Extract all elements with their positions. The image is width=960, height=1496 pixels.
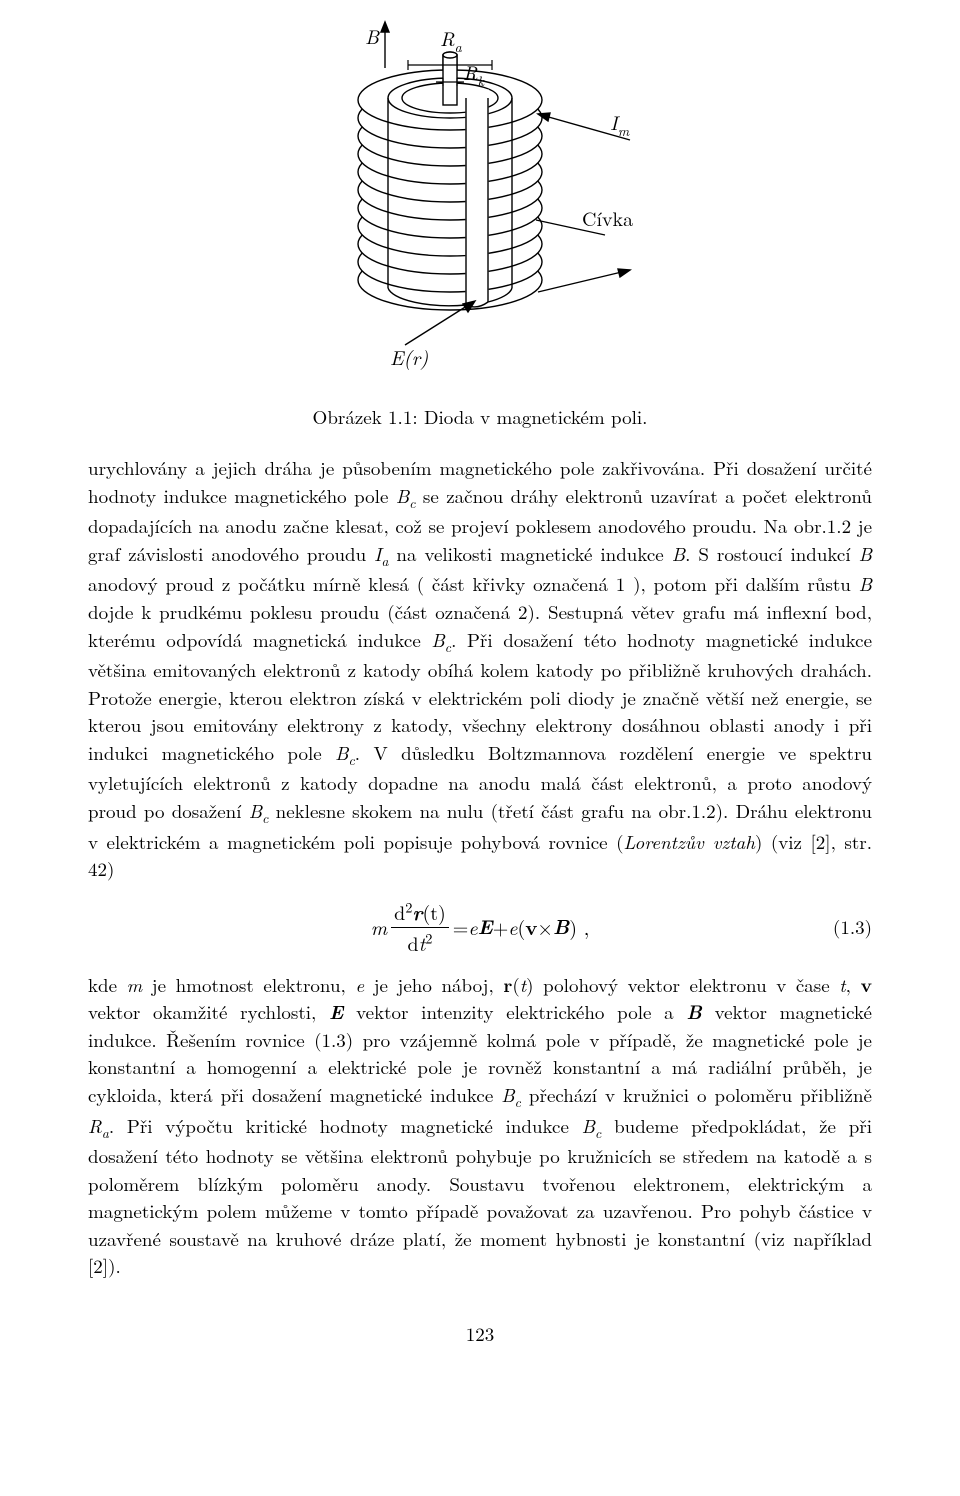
label-B: B: [365, 21, 380, 50]
page-number: 123: [88, 1320, 872, 1348]
sym-e: e: [355, 971, 364, 998]
p2-i: přechází v kružnici o poloměru přibližně: [521, 1081, 872, 1108]
sym-Bc-3: Bc: [335, 739, 355, 766]
sym-Bc-5: Bc: [501, 1081, 521, 1108]
figure-caption: Obrázek 1.1: Dioda v magnetickém poli.: [88, 403, 872, 431]
equation-1-3: m d2r(t) dt2 = eE + e(v × B) , (1.3): [88, 897, 872, 957]
equation-number: (1.3): [833, 913, 872, 941]
sym-B-3: B: [859, 570, 872, 597]
eq-frac: d2r(t) dt2: [391, 897, 449, 957]
diode-coil-diagram: B Ra Rk Im: [270, 20, 690, 380]
p1-c: na velikosti magnetické indukce: [388, 540, 671, 567]
p2-a: kde: [88, 971, 127, 998]
sym-Bvec: B: [686, 997, 702, 1025]
sym-B-2: B: [859, 540, 872, 567]
sym-B-1: B: [672, 540, 685, 567]
label-Im: Im: [610, 107, 630, 141]
p1-e: anodový proud z počátku mírně klesá ( čá…: [88, 570, 859, 597]
eq-rpar: ) ,: [569, 912, 589, 941]
p2-e: ,: [846, 971, 861, 998]
lorentz-term: Lorentzův vztah: [624, 828, 755, 855]
eq-e1: e: [468, 912, 477, 941]
sym-Bc-6: Bc: [582, 1112, 602, 1139]
p2-g: vektor intenzity elektrického pole a: [343, 998, 686, 1025]
sym-r: r: [503, 970, 512, 998]
eq-m: m: [371, 912, 387, 941]
p2-c: je jeho náboj,: [364, 971, 503, 998]
eq-v: v: [525, 912, 537, 941]
p2-b: je hmotnost elektronu,: [142, 971, 355, 998]
sym-m: m: [127, 971, 143, 998]
label-Rk: Rk: [463, 57, 486, 91]
label-Er: E(r): [390, 342, 428, 371]
eq-eq: =: [453, 912, 469, 941]
sym-Ra: Ra: [88, 1112, 109, 1139]
eq-Bvec: B: [553, 912, 569, 941]
label-coil: Cívka: [582, 203, 633, 232]
sym-Bc-1: Bc: [396, 482, 416, 509]
p2-j: . Při výpočtu kritické hodnoty magnetick…: [109, 1112, 582, 1139]
eq-lpar: (: [517, 912, 525, 941]
eq-Evec: E: [478, 912, 493, 941]
eq-times: ×: [537, 912, 553, 941]
p1-d: . S rostoucí indukcí: [685, 540, 859, 567]
p2-f: vektor okamžité rychlosti,: [88, 998, 329, 1025]
eq-plus: +: [493, 912, 509, 941]
sym-E: E: [329, 997, 343, 1025]
eq-e2: e: [508, 912, 517, 941]
sym-Bc-2: Bc: [431, 626, 451, 653]
sym-Ia: Ia: [374, 540, 388, 567]
sym-v: v: [860, 970, 872, 998]
label-Ra: Ra: [440, 23, 463, 57]
figure-1-1: B Ra Rk Im: [88, 20, 872, 387]
paragraph-2: kde m je hmotnost elektronu, e je jeho n…: [88, 971, 872, 1280]
paragraph-1: urychlovány a jejich dráha je působením …: [88, 454, 872, 883]
sym-Bc-4: Bc: [249, 797, 269, 824]
p2-d: polohový vektor elektronu v čase: [533, 971, 839, 998]
